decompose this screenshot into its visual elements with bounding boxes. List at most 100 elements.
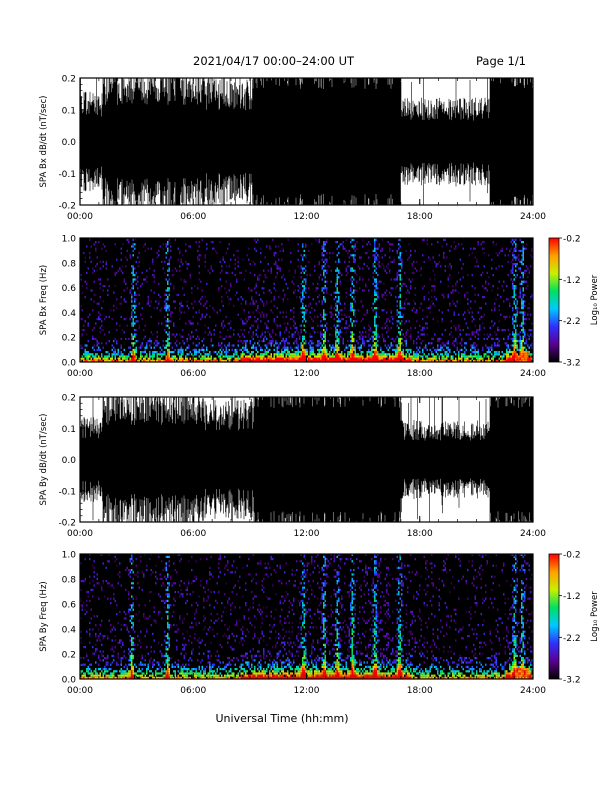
heatmap-cell	[474, 353, 476, 356]
heatmap-cell	[309, 357, 311, 360]
heatmap-cell	[374, 355, 376, 358]
heatmap-cell	[354, 359, 356, 362]
heatmap-cell	[173, 670, 175, 673]
heatmap-cell	[107, 674, 109, 677]
heatmap-cell	[189, 335, 191, 338]
heatmap-cell	[402, 357, 404, 360]
heatmap-cell	[302, 304, 304, 307]
heatmap-cell	[344, 260, 346, 263]
heatmap-cell	[173, 287, 175, 290]
heatmap-cell	[171, 355, 173, 358]
heatmap-cell	[516, 307, 518, 310]
heatmap-cell	[198, 241, 200, 244]
heatmap-cell	[530, 357, 532, 360]
heatmap-cell	[401, 252, 403, 255]
heatmap-cell	[353, 353, 355, 356]
heatmap-cell	[168, 238, 170, 241]
heatmap-cell	[381, 256, 383, 259]
heatmap-cell	[180, 351, 182, 354]
heatmap-cell	[263, 304, 265, 307]
heatmap-cell	[180, 668, 182, 671]
heatmap-cell	[497, 287, 499, 290]
heatmap-cell	[318, 276, 320, 279]
heatmap-cell	[248, 315, 250, 318]
heatmap-cell	[420, 302, 422, 305]
heatmap-cell	[521, 322, 523, 325]
heatmap-cell	[113, 304, 115, 307]
heatmap-cell	[384, 322, 386, 325]
heatmap-cell	[203, 337, 205, 340]
heatmap-cell	[80, 641, 82, 644]
heatmap-cell	[156, 256, 158, 259]
heatmap-cell	[156, 344, 158, 347]
heatmap-cell	[402, 333, 404, 336]
heatmap-cell	[393, 355, 395, 358]
heatmap-cell	[339, 243, 341, 246]
heatmap-cell	[245, 346, 247, 349]
heatmap-cell	[395, 351, 397, 354]
heatmap-cell	[302, 320, 304, 323]
heatmap-cell	[435, 359, 437, 362]
heatmap-cell	[92, 580, 94, 583]
heatmap-cell	[165, 588, 167, 591]
heatmap-cell	[345, 320, 347, 323]
heatmap-cell	[374, 337, 376, 340]
heatmap-cell	[329, 359, 331, 362]
heatmap-cell	[252, 337, 254, 340]
heatmap-cell	[503, 315, 505, 318]
heatmap-cell	[204, 359, 206, 362]
heatmap-cell	[171, 351, 173, 354]
heatmap-cell	[146, 344, 148, 347]
heatmap-cell	[374, 315, 376, 318]
heatmap-cell	[165, 646, 167, 649]
heatmap-cell	[450, 320, 452, 323]
heatmap-cell	[215, 324, 217, 327]
heatmap-cell	[363, 289, 365, 292]
heatmap-cell	[225, 291, 227, 294]
heatmap-cell	[84, 355, 86, 358]
heatmap-cell	[492, 274, 494, 277]
heatmap-cell	[143, 351, 145, 354]
heatmap-cell	[377, 351, 379, 354]
heatmap-cell	[99, 359, 101, 362]
heatmap-cell	[120, 663, 122, 666]
heatmap-cell	[519, 346, 521, 349]
heatmap-cell	[423, 296, 425, 299]
heatmap-cell	[521, 342, 523, 345]
heatmap-cell	[83, 672, 85, 675]
heatmap-cell	[326, 287, 328, 290]
heatmap-cell	[515, 238, 517, 241]
heatmap-cell	[468, 337, 470, 340]
heatmap-cell	[323, 357, 325, 360]
heatmap-cell	[422, 359, 424, 362]
heatmap-cell	[80, 318, 82, 321]
heatmap-cell	[209, 271, 211, 274]
heatmap-cell	[522, 293, 524, 296]
heatmap-cell	[159, 665, 161, 668]
heatmap-cell	[308, 260, 310, 263]
heatmap-cell	[116, 307, 118, 310]
heatmap-cell	[113, 654, 115, 657]
heatmap-cell	[407, 331, 409, 334]
heatmap-cell	[117, 621, 119, 624]
heatmap-cell	[156, 676, 158, 679]
heatmap-cell	[86, 604, 88, 607]
heatmap-cell	[149, 359, 151, 362]
heatmap-cell	[174, 676, 176, 679]
heatmap-cell	[366, 252, 368, 255]
heatmap-cell	[200, 298, 202, 301]
colorbar-label: Log₁₀ Power	[590, 274, 600, 325]
heatmap-cell	[257, 351, 259, 354]
heatmap-cell	[227, 271, 229, 274]
heatmap-cell	[384, 344, 386, 347]
heatmap-cell	[275, 342, 277, 345]
heatmap-cell	[149, 337, 151, 340]
heatmap-cell	[168, 333, 170, 336]
heatmap-cell	[147, 359, 149, 362]
heatmap-cell	[276, 346, 278, 349]
heatmap-cell	[236, 351, 238, 354]
heatmap-cell	[171, 333, 173, 336]
heatmap-cell	[458, 324, 460, 327]
heatmap-cell	[120, 344, 122, 347]
heatmap-cell	[135, 573, 137, 576]
